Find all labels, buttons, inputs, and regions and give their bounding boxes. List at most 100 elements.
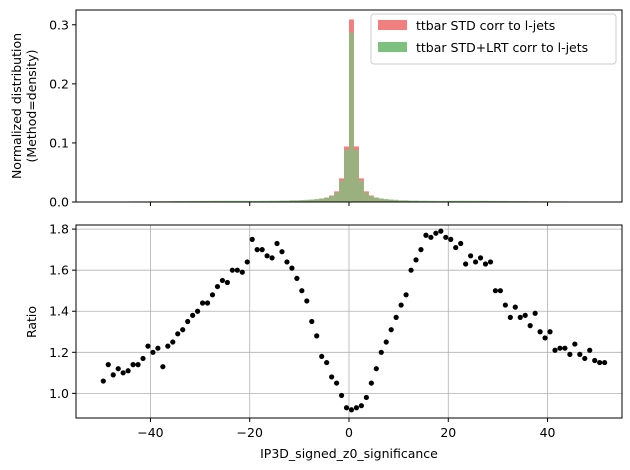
ratio-point xyxy=(373,366,379,372)
legend-swatch-std-lrt xyxy=(378,42,407,52)
bar-std-lrt xyxy=(269,200,280,202)
bar-std-lrt xyxy=(299,199,305,202)
ratio-point xyxy=(209,292,216,298)
ratio-point xyxy=(423,232,429,238)
ratio-point xyxy=(482,261,489,267)
ratio-point xyxy=(279,249,285,255)
bar-std-lrt xyxy=(334,192,340,202)
top-x-ticks xyxy=(149,202,549,206)
ratio-point xyxy=(140,355,146,362)
ratio-point xyxy=(145,343,151,349)
ratio-point xyxy=(314,333,320,339)
bar-std-lrt xyxy=(229,200,240,202)
bar-std-lrt xyxy=(219,200,230,202)
ratio-point xyxy=(492,288,499,294)
ratio-point xyxy=(562,345,568,351)
bar-std-lrt xyxy=(363,192,369,202)
bottom-panel: −40 −20 0 20 40 1.0 1.2 1.4 1.6 1.8 IP3D_signed_… xyxy=(24,222,623,461)
bottom-y-tick-label: 1.8 xyxy=(49,222,69,237)
ratio-point xyxy=(110,372,116,378)
ratio-point xyxy=(403,292,409,298)
ratio-point xyxy=(269,255,275,261)
ratio-point xyxy=(557,345,563,351)
ratio-point xyxy=(100,378,106,384)
ratio-point xyxy=(477,255,484,261)
ratio-point xyxy=(602,359,608,366)
ratio-point xyxy=(582,355,588,362)
bottom-y-axis-label: Ratio xyxy=(24,306,39,338)
ratio-point xyxy=(239,269,245,275)
ratio-point xyxy=(527,323,533,329)
bottom-y-tick-label: 1.4 xyxy=(49,304,69,319)
bar-std-lrt xyxy=(190,200,201,202)
bar-std-lrt xyxy=(458,200,469,202)
bar-std-lrt xyxy=(344,150,349,202)
top-y-tick-label: 0.3 xyxy=(49,17,69,32)
ratio-point xyxy=(224,279,230,286)
ratio-point xyxy=(120,370,126,376)
bar-std-lrt xyxy=(373,197,379,202)
ratio-point xyxy=(219,277,226,284)
ratio-point xyxy=(180,327,186,333)
bar-std-lrt xyxy=(487,200,498,202)
ratio-point xyxy=(274,240,280,247)
ratio-point xyxy=(472,259,479,265)
ratio-point xyxy=(388,327,394,333)
ratio-point xyxy=(507,314,513,320)
ratio-point xyxy=(418,247,424,253)
bar-std-lrt xyxy=(398,200,409,202)
ratio-point xyxy=(353,405,360,411)
ratio-point xyxy=(115,366,121,372)
bar-std-lrt xyxy=(478,200,488,202)
legend: ttbar STD corr to l-jets ttbar STD+LRT c… xyxy=(370,13,617,65)
bar-std-lrt xyxy=(319,198,325,202)
bottom-x-tick-label: −40 xyxy=(137,425,163,440)
ratio-point xyxy=(304,298,310,304)
bottom-y-tick-label: 1.2 xyxy=(49,345,69,360)
bar-std-lrt xyxy=(314,199,320,202)
top-y-ticks: 0.0 0.1 0.2 0.3 xyxy=(49,17,76,210)
ratio-point xyxy=(512,304,518,310)
x-axis-label: IP3D_signed_z0_significance xyxy=(260,446,438,461)
ratio-point xyxy=(577,351,583,357)
bar-std-lrt xyxy=(497,200,508,202)
legend-swatch-std xyxy=(378,20,407,30)
ratio-point xyxy=(398,302,404,308)
ratio-point xyxy=(130,362,136,368)
bottom-y-ticks: 1.0 1.2 1.4 1.6 1.8 xyxy=(49,222,76,401)
ratio-point xyxy=(428,234,434,240)
ratio-point xyxy=(597,359,603,366)
ratio-point xyxy=(487,259,494,265)
ratio-point xyxy=(547,329,553,335)
ratio-point xyxy=(463,261,469,267)
ratio-point xyxy=(358,403,365,409)
top-y-tick-label: 0.2 xyxy=(49,76,69,91)
ratio-point xyxy=(160,364,166,370)
ratio-point xyxy=(378,349,384,355)
ratio-points xyxy=(100,228,608,413)
ratio-point xyxy=(433,230,439,236)
ratio-point xyxy=(338,392,345,399)
top-panel: 0.0 0.1 0.2 0.3 Normalized distribution (Me… xyxy=(9,9,623,210)
bottom-x-tick-label: −20 xyxy=(237,425,263,440)
top-y-tick-label: 0.0 xyxy=(49,195,69,210)
ratio-point xyxy=(319,353,325,360)
ratio-point xyxy=(567,351,573,357)
ratio-point xyxy=(324,359,330,366)
ratio-point xyxy=(517,314,523,320)
bar-std-lrt xyxy=(324,197,330,202)
ratio-point xyxy=(522,312,528,318)
grid-lines xyxy=(76,225,622,418)
bar-std-lrt xyxy=(239,200,250,202)
bar-std-lrt xyxy=(279,200,290,202)
ratio-point xyxy=(343,405,350,411)
bar-std-lrt xyxy=(339,180,345,202)
ratio-point xyxy=(413,257,419,263)
ratio-point xyxy=(458,240,464,247)
ratio-point xyxy=(105,362,111,368)
ratio-point xyxy=(329,374,335,380)
ratio-point xyxy=(150,349,156,355)
bar-std-lrt xyxy=(259,200,270,202)
bar-std-lrt xyxy=(408,200,419,202)
